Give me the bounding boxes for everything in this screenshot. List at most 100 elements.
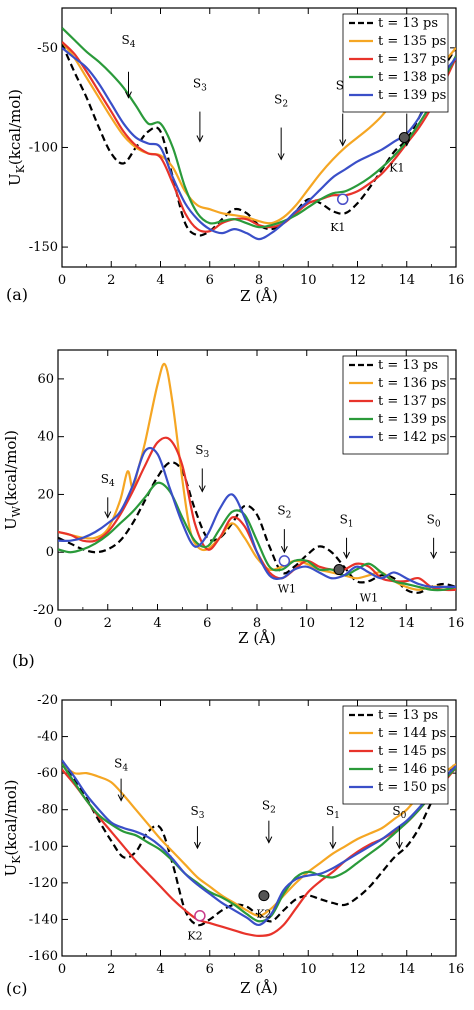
site-label-main: S	[101, 472, 109, 486]
legend-label: t = 135 ps	[378, 34, 446, 49]
y-axis-label-main: U	[2, 864, 20, 877]
x-tick-label: 8	[255, 962, 263, 977]
site-label-s3: S3	[195, 443, 209, 460]
y-axis-label-unit: (kcal/mol)	[6, 89, 24, 165]
legend-label: t = 137 ps	[378, 394, 446, 409]
site-label-s0: S0	[392, 804, 406, 821]
site-label-sub: 3	[201, 84, 207, 94]
site-arrow-head	[193, 841, 201, 850]
legend: t = 13 ps t = 135 ps t = 137 ps t = 138 ps t…	[342, 13, 449, 113]
x-tick-label: 16	[448, 616, 465, 631]
y-tick-label: -20	[33, 603, 54, 618]
site-label-s1: S1	[326, 804, 340, 821]
y-axis-label-sub: K	[10, 855, 23, 864]
x-axis-label: Z (Å)	[240, 287, 278, 305]
legend-label: t = 144 ps	[378, 726, 446, 741]
ion-marker-open	[336, 193, 349, 206]
y-axis-label-main: U	[6, 173, 24, 186]
marker-label: K1	[330, 221, 345, 234]
site-label-main: S	[392, 804, 400, 818]
site-arrow-head	[277, 153, 285, 161]
site-label-s3: S3	[193, 77, 207, 94]
y-tick-label: -160	[29, 949, 58, 964]
x-tick-label: 8	[253, 616, 261, 631]
series-line-3	[62, 766, 456, 937]
site-label-main: S	[262, 799, 270, 813]
site-label-sub: 2	[286, 511, 292, 521]
y-axis-label-unit: (kcal/mol)	[2, 780, 20, 856]
site-label-sub: 1	[334, 811, 340, 821]
site-label-s1: S1	[340, 512, 354, 529]
site-label-main: S	[190, 804, 198, 818]
x-tick-label: 6	[203, 616, 211, 631]
site-label-sub: 4	[122, 764, 128, 774]
site-label-s4: S4	[114, 757, 128, 774]
y-tick-label: -20	[37, 693, 58, 708]
site-label-main: S	[427, 512, 435, 526]
series-line-5	[62, 46, 456, 241]
marker-label: K1	[389, 161, 404, 174]
site-label-s0: S0	[427, 512, 441, 529]
y-axis-label: UK(kcal/mol)	[6, 89, 27, 186]
x-tick-label: 0	[58, 962, 66, 977]
site-label-s4: S4	[122, 33, 136, 50]
x-tick-label: 16	[448, 273, 465, 288]
legend-label: t = 13 ps	[378, 358, 438, 373]
y-tick-label: 40	[37, 430, 54, 445]
x-tick-label: 10	[300, 962, 317, 977]
y-tick-label: -100	[29, 140, 58, 155]
x-tick-label: 4	[156, 962, 164, 977]
y-tick-label: -120	[29, 876, 58, 891]
legend: t = 13 ps t = 144 ps t = 145 ps t = 146 ps t…	[342, 705, 449, 805]
y-tick-label: -60	[37, 766, 58, 781]
legend-label: t = 139 ps	[378, 88, 446, 103]
chart-panel-1: 0 2 4 6 8 10 12 14 16 -150 -100 -50 Z (Å) UK(kcal/mol…	[6, 7, 465, 305]
site-arrow-head	[339, 139, 347, 147]
series-line-4	[62, 27, 456, 229]
site-label-main: S	[195, 443, 203, 457]
x-tick-label: 12	[349, 273, 366, 288]
y-tick-label: -40	[37, 730, 58, 745]
site-arrow-head	[104, 511, 112, 519]
legend: t = 13 ps t = 136 ps t = 137 ps t = 139 ps t…	[342, 355, 449, 455]
y-axis-label-unit: (kcal/mol)	[2, 430, 20, 506]
site-label-sub: 4	[109, 479, 115, 489]
site-label-sub: 3	[199, 811, 205, 821]
x-tick-label: 14	[398, 616, 415, 631]
site-arrow-head	[329, 841, 337, 850]
x-tick-label: 12	[349, 962, 366, 977]
x-tick-label: 8	[255, 273, 263, 288]
x-tick-label: 14	[398, 962, 415, 977]
y-tick-label: -150	[29, 240, 58, 255]
legend-label: t = 142 ps	[378, 430, 446, 445]
x-tick-label: 16	[448, 962, 465, 977]
site-label-s2: S2	[274, 93, 288, 110]
site-label-main: S	[336, 79, 344, 93]
y-tick-label: 60	[37, 372, 54, 387]
ion-marker-filled	[333, 564, 345, 576]
site-arrow-head	[198, 485, 206, 493]
chart-panel-3: 0 2 4 6 8 10 12 14 16-160-140-120-100-80-60-40-2…	[2, 693, 464, 998]
panel-label: (c)	[6, 979, 27, 998]
site-label-main: S	[326, 804, 334, 818]
legend-label: t = 136 ps	[378, 376, 446, 391]
legend-label: t = 13 ps	[378, 16, 438, 31]
site-arrow-head	[265, 836, 273, 844]
series-group	[58, 362, 456, 594]
site-label-main: S	[193, 77, 201, 91]
legend-label: t = 138 ps	[378, 70, 446, 85]
series-group	[62, 759, 456, 937]
x-tick-label: 4	[153, 616, 161, 631]
y-tick-label: -100	[29, 839, 58, 854]
y-tick-label: 20	[37, 487, 54, 502]
y-axis-label: UK(kcal/mol)	[2, 780, 23, 877]
x-tick-label: 10	[298, 616, 315, 631]
x-tick-label: 6	[206, 273, 214, 288]
site-label-main: S	[340, 512, 348, 526]
y-tick-label: 0	[46, 545, 54, 560]
legend-label: t = 150 ps	[378, 780, 446, 795]
y-tick-label: -80	[37, 803, 58, 818]
y-axis-label-sub: W	[10, 505, 23, 517]
